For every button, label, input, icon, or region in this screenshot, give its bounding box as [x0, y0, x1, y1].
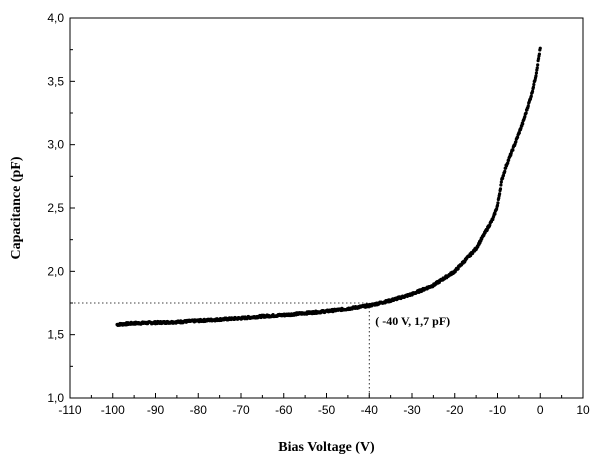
data-point — [526, 104, 530, 108]
x-tick-label: -30 — [403, 403, 421, 417]
data-point — [535, 66, 539, 70]
data-point — [538, 46, 542, 50]
y-tick-label: 4,0 — [47, 11, 64, 25]
y-axis-ticks: 1,0 1,5 2,0 2,5 3,0 3,5 4,0 — [47, 11, 75, 405]
data-point — [536, 57, 541, 61]
x-tick-label: -90 — [147, 403, 165, 417]
x-axis-title: Bias Voltage (V) — [278, 440, 375, 455]
x-tick-label: -100 — [101, 403, 125, 417]
data-point — [495, 203, 500, 207]
data-point — [530, 89, 535, 93]
data-point — [536, 63, 540, 67]
data-point — [498, 187, 503, 191]
x-tick-label: 10 — [576, 403, 590, 417]
x-tick-label: -40 — [361, 403, 379, 417]
data-point — [501, 173, 506, 177]
annotation-label: ( -40 V, 1,7 pF) — [375, 314, 450, 328]
data-point — [499, 183, 503, 187]
data-point — [503, 169, 507, 173]
data-point — [506, 161, 510, 165]
data-point — [523, 115, 527, 119]
y-tick-label: 1,5 — [47, 328, 64, 342]
data-point — [534, 74, 538, 78]
data-point — [511, 148, 515, 152]
data-point — [496, 201, 500, 205]
data-point — [515, 135, 520, 139]
y-tick-label: 2,0 — [47, 264, 64, 278]
data-point — [532, 82, 536, 87]
data-point — [499, 180, 503, 184]
y-tick-label: 3,5 — [47, 74, 64, 88]
data-point — [517, 131, 521, 135]
y-tick-label: 3,0 — [47, 138, 64, 152]
annotation-guides — [70, 302, 370, 398]
data-point — [537, 52, 541, 56]
x-tick-label: 0 — [537, 403, 544, 417]
x-tick-label: -110 — [58, 403, 81, 417]
y-tick-label: 2,5 — [47, 201, 64, 215]
data-point — [493, 212, 497, 216]
plot-frame — [69, 17, 584, 399]
data-point — [521, 122, 525, 126]
x-tick-label: -70 — [232, 403, 250, 417]
data-point — [531, 85, 536, 89]
data-point — [514, 140, 518, 144]
data-point — [529, 94, 533, 98]
x-tick-label: -80 — [190, 403, 208, 417]
data-point — [524, 111, 528, 115]
x-axis-ticks: -110 -100 -90 -80 -70 -60 -50 -40 -30 -20 -10 0 10 — [58, 393, 590, 417]
data-point — [534, 71, 539, 75]
data-points — [115, 46, 542, 327]
y-tick-label: 1,0 — [47, 391, 64, 405]
x-tick-label: -50 — [318, 403, 336, 417]
x-tick-label: -20 — [446, 403, 464, 417]
data-point — [498, 192, 502, 196]
x-tick-label: -10 — [489, 403, 507, 417]
x-tick-label: -60 — [275, 403, 293, 417]
y-axis-title: Capacitance (pF) — [9, 156, 24, 259]
